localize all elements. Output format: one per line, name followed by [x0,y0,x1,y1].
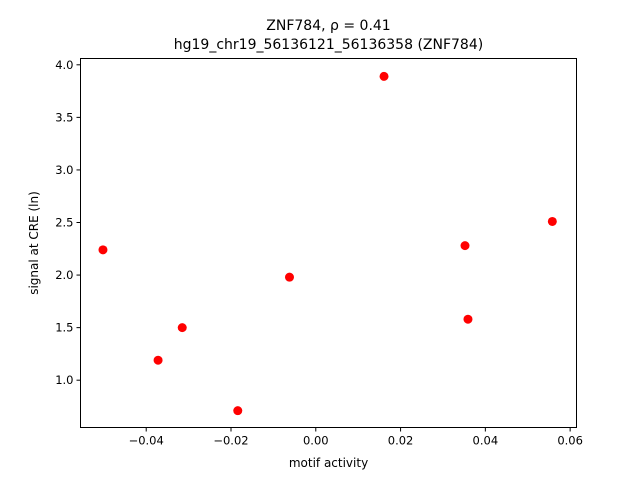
scatter-point [379,71,389,81]
scatter-point [463,314,473,324]
x-axis-label: motif activity [289,456,368,470]
x-tick-label: −0.04 [129,434,164,448]
x-tick-label: −0.02 [213,434,248,448]
y-axis-ticks: 1.0 1.5 2.0 2.5 3.0 3.5 4.0 [55,58,81,387]
scatter-point [547,216,557,226]
scatter-point [233,406,243,416]
plot-frame [80,58,577,428]
y-tick-label: 2.5 [55,216,73,230]
scatter-point [153,355,163,365]
chart-title-line1: ZNF784, ρ = 0.41 [266,18,390,34]
y-tick-label: 4.0 [55,58,73,72]
x-axis-ticks: −0.04 −0.02 0.00 0.02 0.04 0.06 [129,427,583,448]
x-tick-label: 0.06 [557,434,583,448]
y-tick-label: 2.0 [55,268,73,282]
data-points [98,71,557,416]
x-tick-label: 0.02 [388,434,414,448]
y-tick-label: 1.0 [55,373,73,387]
x-tick-label: 0.00 [303,434,329,448]
scatter-point [460,241,470,251]
scatter-point [98,245,108,255]
y-tick-label: 3.5 [55,110,73,124]
y-tick-label: 1.5 [55,321,73,335]
y-axis-label: signal at CRE (ln) [27,191,41,295]
scatter-point [177,323,187,333]
y-tick-label: 3.0 [55,163,73,177]
scatter-point [284,272,294,282]
chart-title-line2: hg19_chr19_56136121_56136358 (ZNF784) [174,37,483,53]
x-tick-label: 0.04 [473,434,499,448]
